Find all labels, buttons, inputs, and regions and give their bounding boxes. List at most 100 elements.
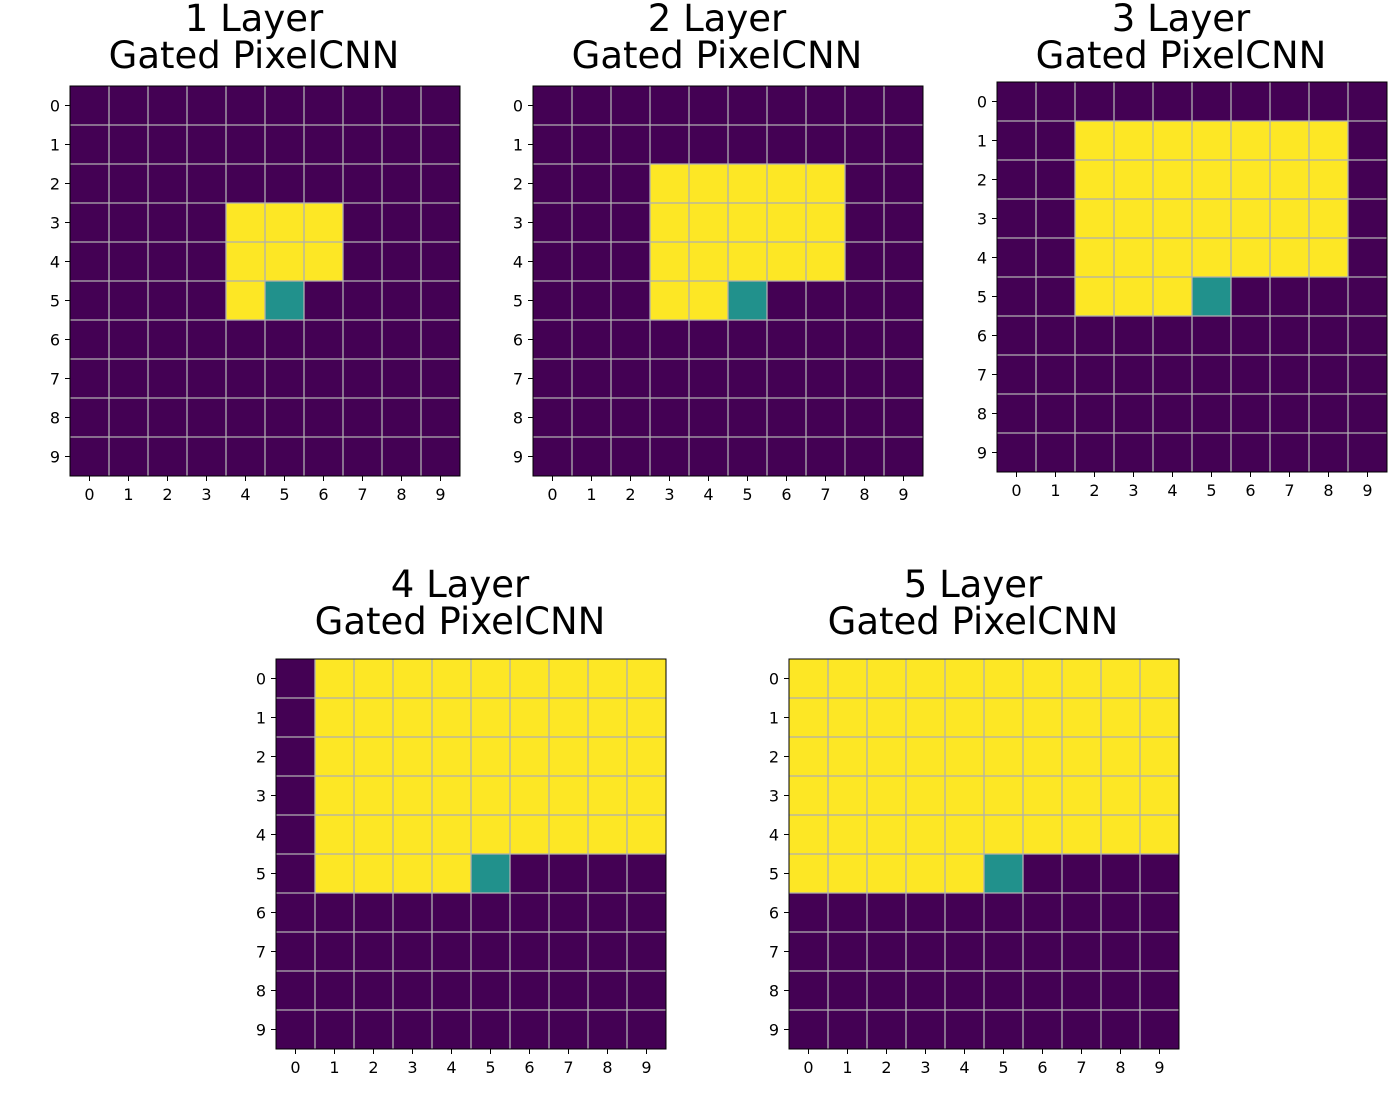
heatmap-cell [432, 854, 472, 894]
x-tick-label: 1 [1050, 481, 1060, 500]
heatmap-cell [109, 281, 149, 321]
heatmap-cell [276, 932, 316, 972]
heatmap-cell [1023, 893, 1063, 933]
heatmap-cell [767, 437, 807, 477]
heatmap-cell [1153, 355, 1193, 395]
heatmap-cell [1309, 433, 1349, 473]
heatmap-cell [226, 320, 266, 360]
heatmap-cell [984, 698, 1024, 738]
heatmap-cell [884, 359, 924, 399]
heatmap-cell [1140, 776, 1180, 816]
heatmap-cell [1348, 316, 1388, 356]
heatmap-cell [226, 437, 266, 477]
heatmap-cell [1348, 277, 1388, 317]
heatmap-cell [1140, 854, 1180, 894]
heatmap-cell [471, 971, 511, 1011]
heatmap-cell [315, 971, 355, 1011]
x-tick-label: 0 [290, 1058, 300, 1077]
heatmap-cell [1231, 160, 1271, 200]
heatmap-cell [627, 737, 667, 777]
heatmap-cell [393, 893, 433, 933]
heatmap-cell [789, 659, 829, 699]
heatmap-cell [187, 242, 227, 282]
y-tick-label: 1 [50, 136, 60, 155]
heatmap-cell [906, 971, 946, 1011]
heatmap-cell [1101, 698, 1141, 738]
heatmap-cell [510, 1010, 550, 1050]
heatmap-cell [728, 437, 768, 477]
heatmap-cell [1270, 121, 1310, 161]
heatmap-cell [471, 932, 511, 972]
heatmap-cell [265, 86, 305, 126]
heatmap-cell [689, 203, 729, 243]
plot-frame [532, 85, 924, 477]
heatmap-cell [828, 893, 868, 933]
x-tick-label: 2 [881, 1058, 891, 1077]
heatmap-cell [789, 932, 829, 972]
y-tick-label: 3 [256, 787, 266, 806]
heatmap-cell [611, 359, 651, 399]
x-tick-label: 8 [602, 1058, 612, 1077]
heatmap-cell [1023, 932, 1063, 972]
heatmap-cell [148, 203, 188, 243]
x-tick-label: 4 [703, 485, 713, 504]
heatmap-cell [627, 971, 667, 1011]
heatmap-cell [728, 398, 768, 438]
plot-frame [69, 85, 461, 477]
y-tick-label: 1 [256, 709, 266, 728]
heatmap-cell [343, 281, 383, 321]
x-tick-label: 7 [820, 485, 830, 504]
heatmap-cell [828, 971, 868, 1011]
heatmap-cell [70, 86, 110, 126]
heatmap-cell [867, 698, 907, 738]
heatmap-cell [1023, 776, 1063, 816]
heatmap-cell [343, 164, 383, 204]
heatmap-cell [588, 893, 628, 933]
title-line-2: Gated PixelCNN [314, 600, 606, 643]
heatmap-cell [382, 437, 422, 477]
x-tick-label: 0 [1011, 481, 1021, 500]
heatmap-cell [767, 86, 807, 126]
heatmap-cell [226, 86, 266, 126]
heatmap-cell [997, 121, 1037, 161]
y-tick-label: 1 [977, 132, 987, 151]
heatmap-cell [1075, 238, 1115, 278]
heatmap-cell [1270, 160, 1310, 200]
heatmap-cell [789, 737, 829, 777]
heatmap-cell [1153, 199, 1193, 239]
heatmap-cell [728, 242, 768, 282]
y-tick-label: 2 [977, 171, 987, 190]
heatmap-cell [354, 932, 394, 972]
heatmap-cell [806, 125, 846, 165]
heatmap-cell [549, 854, 589, 894]
heatmap-cell [304, 242, 344, 282]
heatmap-cell [1114, 121, 1154, 161]
title-line-1: 5 Layer [903, 563, 1043, 606]
title-line-2: Gated PixelCNN [1035, 34, 1327, 77]
heatmap-cell [588, 1010, 628, 1050]
heatmap-cell [1192, 433, 1232, 473]
heatmap-cell [884, 398, 924, 438]
heatmap-cell [1192, 199, 1232, 239]
y-tick-label: 8 [256, 982, 266, 1001]
heatmap-cell [1153, 160, 1193, 200]
x-tick-label: 9 [1154, 1058, 1164, 1077]
x-tick-label: 5 [279, 485, 289, 504]
heatmap-cell [867, 971, 907, 1011]
y-tick-label: 7 [513, 370, 523, 389]
heatmap-cell [1023, 659, 1063, 699]
heatmap-cell [1062, 698, 1102, 738]
heatmap-cell [393, 815, 433, 855]
heatmap-cell [265, 398, 305, 438]
heatmap-cell [650, 242, 690, 282]
title-line-1: 2 Layer [647, 0, 787, 40]
y-tick-label: 2 [256, 748, 266, 767]
heatmap-cell [1348, 82, 1388, 122]
heatmap-cell [1153, 277, 1193, 317]
heatmap-cell [1036, 433, 1076, 473]
x-tick-label: 1 [586, 485, 596, 504]
heatmap-cell [1140, 1010, 1180, 1050]
heatmap-cell [187, 203, 227, 243]
heatmap-cell [109, 242, 149, 282]
heatmap-cell [884, 86, 924, 126]
